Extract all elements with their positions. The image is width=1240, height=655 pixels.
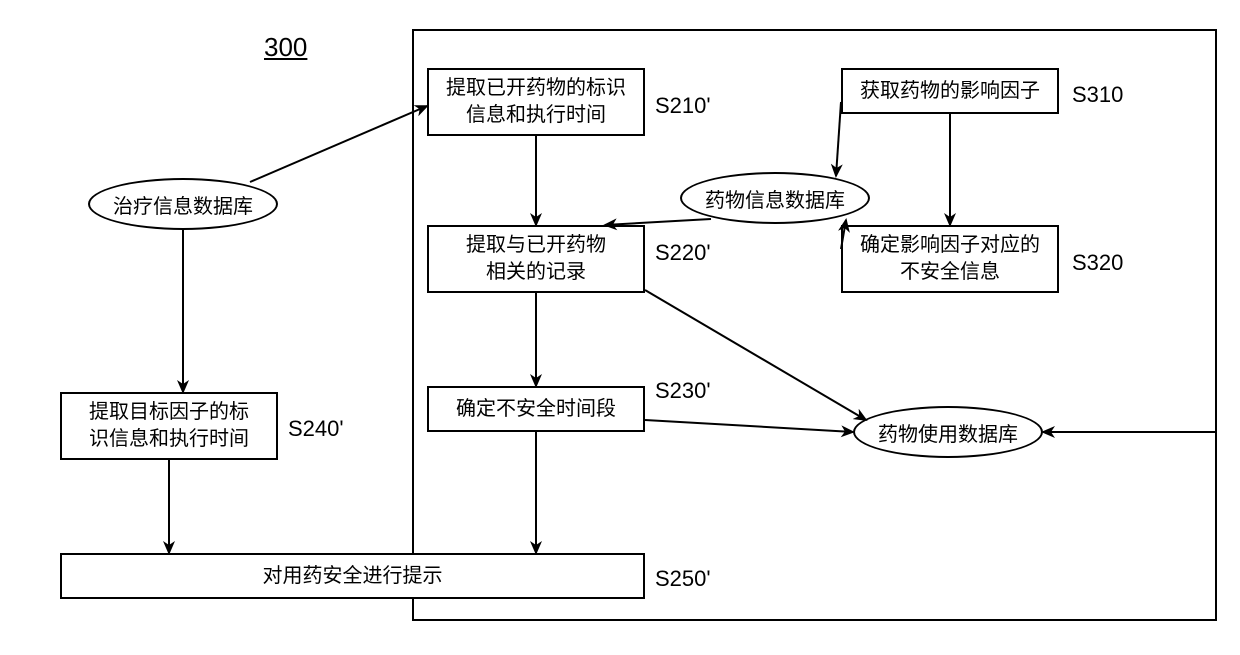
label-s240: S240'	[288, 416, 344, 442]
db-drug-usage: 药物使用数据库	[853, 406, 1043, 458]
step-s250: 对用药安全进行提示	[60, 553, 645, 599]
db-treatment-text: 治疗信息数据库	[113, 190, 253, 219]
step-s230-text: 确定不安全时间段	[456, 396, 616, 423]
step-s240-text: 提取目标因子的标识信息和执行时间	[89, 399, 249, 453]
db-treatment: 治疗信息数据库	[88, 178, 278, 230]
flowchart-canvas: 300 提取已开药物的标识信息和执行时间 提取与已开药物相关的记录 确定不安全时…	[0, 0, 1240, 655]
step-s210: 提取已开药物的标识信息和执行时间	[427, 68, 645, 136]
db-drug-info: 药物信息数据库	[680, 172, 870, 224]
label-s310: S310	[1072, 82, 1123, 108]
label-s320: S320	[1072, 250, 1123, 276]
step-s220: 提取与已开药物相关的记录	[427, 225, 645, 293]
db-drug-usage-text: 药物使用数据库	[878, 418, 1018, 447]
edge-dbtreat-s210	[250, 106, 427, 182]
db-drug-info-text: 药物信息数据库	[705, 184, 845, 213]
step-s320: 确定影响因子对应的不安全信息	[841, 225, 1059, 293]
step-s320-text: 确定影响因子对应的不安全信息	[860, 232, 1040, 286]
step-s250-text: 对用药安全进行提示	[263, 563, 443, 590]
label-s230: S230'	[655, 378, 711, 404]
step-s210-text: 提取已开药物的标识信息和执行时间	[446, 75, 626, 129]
step-s230: 确定不安全时间段	[427, 386, 645, 432]
step-s220-text: 提取与已开药物相关的记录	[466, 232, 606, 286]
label-s210: S210'	[655, 93, 711, 119]
step-s310-text: 获取药物的影响因子	[860, 78, 1040, 105]
figure-number: 300	[264, 32, 307, 63]
step-s310: 获取药物的影响因子	[841, 68, 1059, 114]
step-s240: 提取目标因子的标识信息和执行时间	[60, 392, 278, 460]
label-s220: S220'	[655, 240, 711, 266]
label-s250: S250'	[655, 566, 711, 592]
